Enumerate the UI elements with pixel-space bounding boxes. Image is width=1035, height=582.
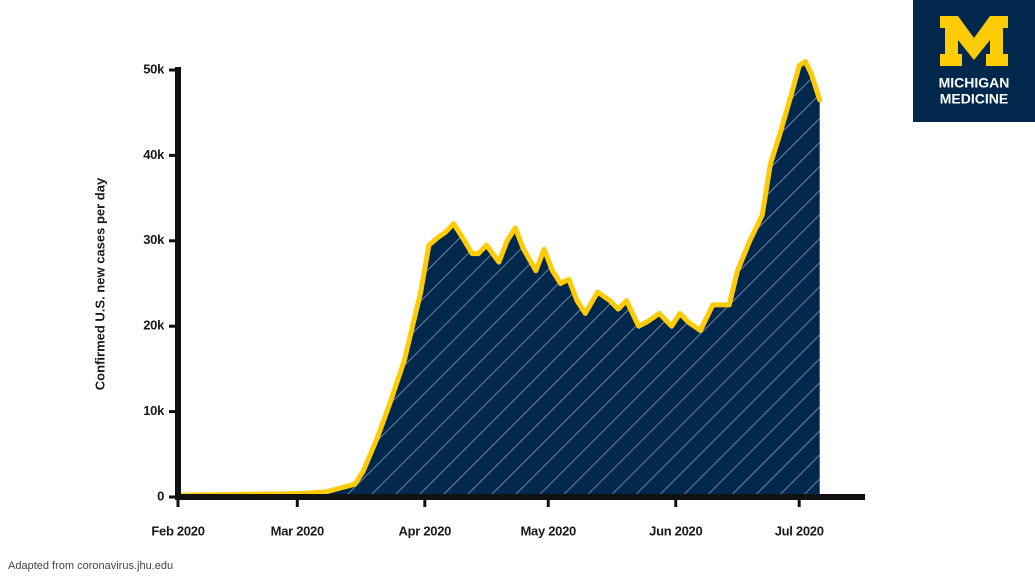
x-tick-label: May 2020 bbox=[521, 523, 576, 538]
y-axis-label: Confirmed U.S. new cases per day bbox=[92, 177, 107, 390]
y-tick-label: 20k bbox=[143, 318, 165, 333]
logo-background bbox=[913, 0, 1035, 122]
x-tick-label: Mar 2020 bbox=[271, 523, 324, 538]
x-tick-label: Apr 2020 bbox=[399, 523, 452, 538]
logo: MICHIGAN MEDICINE bbox=[913, 0, 1035, 122]
area-hatch bbox=[178, 61, 820, 497]
y-tick-label: 10k bbox=[143, 403, 165, 418]
logo-text: MICHIGAN bbox=[939, 75, 1010, 91]
logo-m bbox=[940, 16, 1008, 66]
x-tick-label: Jun 2020 bbox=[649, 523, 702, 538]
source-note: Adapted from coronavirus.jhu.edu bbox=[8, 560, 173, 572]
y-tick-label: 30k bbox=[143, 232, 165, 247]
logo-text: MEDICINE bbox=[940, 91, 1008, 107]
y-tick-label: 0 bbox=[157, 488, 164, 503]
x-tick-label: Feb 2020 bbox=[151, 523, 204, 538]
line bbox=[175, 59, 823, 498]
x-tick-label: Jul 2020 bbox=[775, 523, 824, 538]
y-tick-label: 50k bbox=[143, 61, 165, 76]
y-tick-label: 40k bbox=[143, 147, 165, 162]
